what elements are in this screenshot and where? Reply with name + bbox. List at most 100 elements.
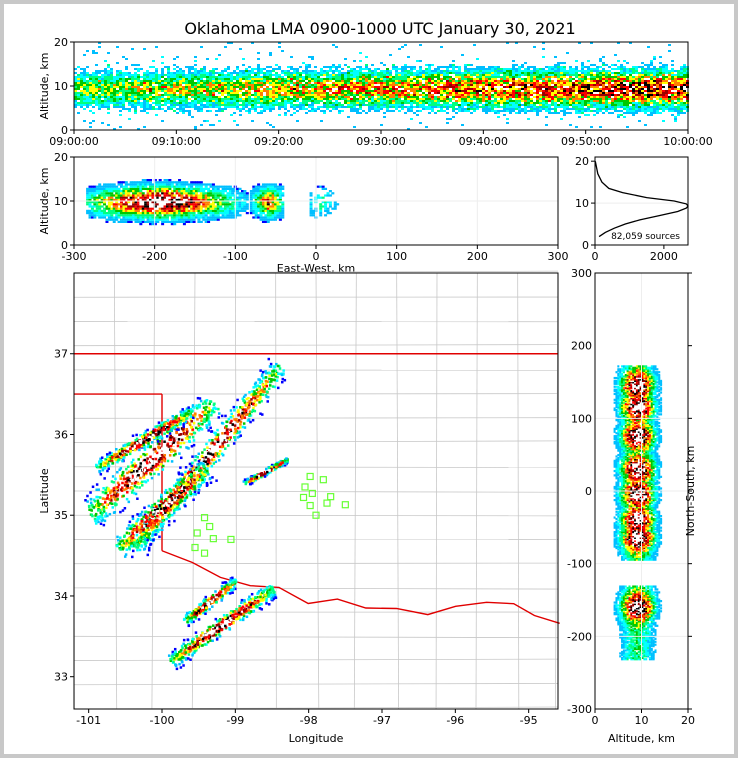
time-height-cell	[374, 106, 377, 108]
time-height-cell	[683, 74, 686, 76]
time-height-cell	[224, 92, 227, 94]
time-height-cell	[383, 90, 386, 92]
ew-cell	[132, 187, 136, 190]
time-height-cell	[113, 100, 116, 102]
time-height-cell	[665, 92, 668, 94]
time-height-cell	[548, 92, 551, 94]
time-height-cell	[482, 110, 485, 112]
time-height-cell	[638, 88, 641, 90]
time-height-cell	[677, 90, 680, 92]
time-height-cell	[452, 84, 455, 86]
ew-cell	[146, 192, 150, 195]
ew-cell	[115, 216, 119, 219]
time-height-cell	[443, 72, 446, 74]
time-height-cell	[668, 76, 671, 78]
time-height-cell	[341, 92, 344, 94]
ew-cell	[115, 192, 119, 195]
time-height-cell	[581, 66, 584, 68]
time-height-cell	[674, 92, 677, 94]
time-height-cell	[140, 68, 143, 70]
time-height-cell	[290, 106, 293, 108]
time-height-cell	[635, 66, 638, 68]
time-height-cell	[680, 98, 683, 100]
time-height-cell	[611, 80, 614, 82]
time-height-cell	[119, 102, 122, 104]
ew-cell	[146, 214, 150, 217]
ew-cell	[146, 205, 150, 208]
time-height-cell	[101, 88, 104, 90]
time-height-cell	[326, 76, 329, 78]
time-height-cell	[401, 102, 404, 104]
time-height-cell	[503, 100, 506, 102]
time-height-cell	[332, 102, 335, 104]
time-height-cell	[665, 104, 668, 106]
time-height-cell	[401, 104, 404, 106]
time-height-cell	[302, 88, 305, 90]
time-height-cell	[563, 66, 566, 68]
time-height-cell	[509, 96, 512, 98]
time-height-cell	[320, 72, 323, 74]
ew-cell	[90, 205, 94, 208]
time-height-cell	[626, 126, 629, 128]
time-height-cell	[206, 110, 209, 112]
time-height-cell	[404, 70, 407, 72]
ew-cell	[122, 198, 126, 201]
time-height-cell	[593, 86, 596, 88]
time-height-cell	[314, 102, 317, 104]
time-height-cell	[539, 108, 542, 110]
time-height-cell	[575, 86, 578, 88]
time-height-cell	[551, 112, 554, 114]
time-height-cell	[416, 102, 419, 104]
time-height-cell	[566, 94, 569, 96]
time-height-cell	[209, 124, 212, 126]
time-height-cell	[113, 86, 116, 88]
time-height-cell	[446, 102, 449, 104]
time-height-cell	[554, 100, 557, 102]
time-height-cell	[305, 66, 308, 68]
time-height-cell	[545, 98, 548, 100]
time-height-cell	[194, 82, 197, 84]
time-height-cell	[146, 94, 149, 96]
time-height-cell	[197, 92, 200, 94]
time-height-cell	[521, 104, 524, 106]
time-height-cell	[653, 92, 656, 94]
time-height-cell	[431, 86, 434, 88]
time-height-cell	[107, 104, 110, 106]
time-height-cell	[401, 76, 404, 78]
time-height-cell	[89, 88, 92, 90]
time-height-cell	[542, 94, 545, 96]
time-height-cell	[515, 72, 518, 74]
time-height-cell	[365, 68, 368, 70]
time-height-cell	[152, 78, 155, 80]
time-height-cell	[368, 98, 371, 100]
time-height-cell	[188, 70, 191, 72]
time-height-cell	[86, 82, 89, 84]
time-height-cell	[434, 92, 437, 94]
time-height-cell	[170, 80, 173, 82]
time-height-cell	[353, 110, 356, 112]
time-height-cell	[320, 100, 323, 102]
time-height-cell	[389, 98, 392, 100]
ew-cell	[134, 201, 138, 204]
time-height-cell	[74, 80, 77, 82]
time-height-cell	[461, 106, 464, 108]
time-height-cell	[173, 98, 176, 100]
ew-cell	[134, 187, 138, 190]
time-height-cell	[146, 80, 149, 82]
time-height-cell	[662, 66, 665, 68]
time-height-cell	[281, 88, 284, 90]
time-height-cell	[644, 98, 647, 100]
time-height-cell	[248, 82, 251, 84]
time-height-cell	[422, 94, 425, 96]
time-height-cell	[644, 64, 647, 66]
time-height-cell	[557, 86, 560, 88]
time-height-cell	[512, 72, 515, 74]
time-height-cell	[356, 90, 359, 92]
time-height-cell	[269, 70, 272, 72]
ew-cell	[146, 181, 150, 184]
time-height-cell	[143, 72, 146, 74]
time-height-cell	[641, 66, 644, 68]
time-height-cell	[257, 64, 260, 66]
time-height-cell	[659, 98, 662, 100]
time-height-cell	[593, 76, 596, 78]
